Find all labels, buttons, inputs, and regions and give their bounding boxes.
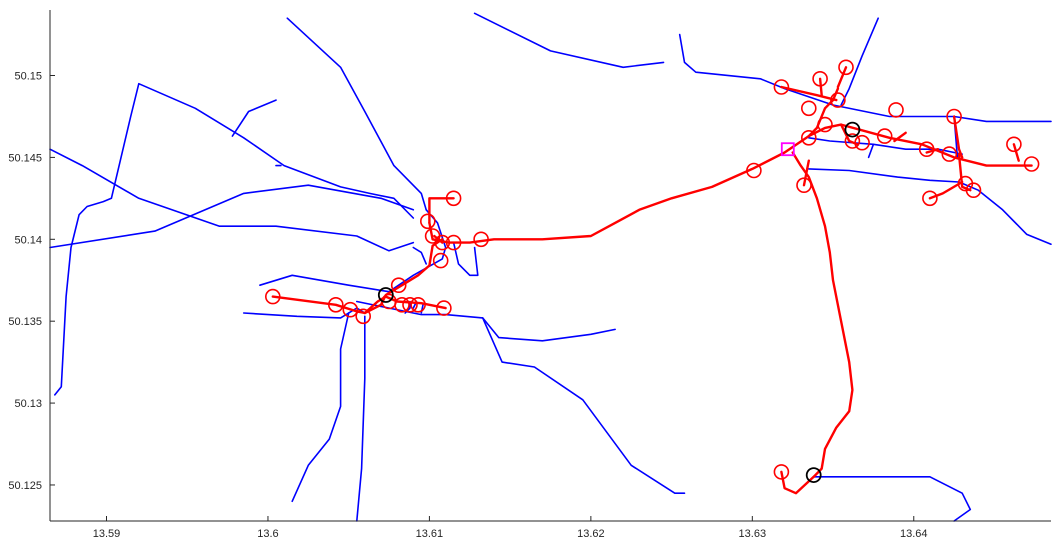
customer-node-8 <box>327 296 344 313</box>
network-segment-24 <box>812 475 972 522</box>
route-segment-9 <box>780 85 838 102</box>
route-segment-5 <box>791 151 854 478</box>
x-tick-label-2: 13.61 <box>416 528 444 540</box>
y-tick-label-5: 50.15 <box>14 71 42 83</box>
customer-node-32 <box>922 190 938 207</box>
customer-node-18 <box>773 79 790 95</box>
network-segment-3 <box>286 17 428 211</box>
depot-node-0 <box>780 142 795 157</box>
customer-node-30 <box>946 108 962 125</box>
customer-node-13 <box>394 296 410 313</box>
customer-node-25 <box>844 133 861 149</box>
network-segment-21 <box>867 143 875 159</box>
x-ticks: 13.59 13.6 13.61 13.62 13.63 13.64 <box>93 516 928 540</box>
route-layer <box>271 66 1033 495</box>
route-segment-15 <box>952 115 964 159</box>
x-tick-label-0: 13.59 <box>93 528 121 540</box>
route-segment-12 <box>893 131 907 143</box>
customer-node-22 <box>838 59 854 76</box>
network-segment-1 <box>49 184 415 249</box>
customer-node-20 <box>800 100 817 117</box>
network-segment-12 <box>355 315 366 522</box>
customer-node-5 <box>473 231 489 248</box>
y-ticks: 50.125 50.13 50.135 50.14 50.145 50.15 <box>8 71 55 492</box>
route-segment-1 <box>428 123 1033 244</box>
y-tick-label-2: 50.135 <box>8 316 42 328</box>
network-segment-2 <box>53 82 415 396</box>
route-segment-6 <box>780 470 815 495</box>
customer-node-15 <box>410 296 426 313</box>
customer-node-17 <box>746 162 762 179</box>
network-segment-11 <box>291 312 350 503</box>
x-tick-label-1: 13.6 <box>257 528 278 540</box>
customer-node-11 <box>390 277 407 294</box>
route-segment-14 <box>925 147 940 154</box>
network-segment-19 <box>840 17 880 106</box>
network-segment-4 <box>231 99 277 137</box>
x-tick-label-5: 13.64 <box>900 528 928 540</box>
customer-node-21 <box>812 71 828 87</box>
customer-node-3 <box>434 234 451 251</box>
network-segment-16 <box>481 317 686 495</box>
x-tick-label-3: 13.62 <box>577 528 605 540</box>
customer-node-7 <box>264 288 281 305</box>
customer-node-29 <box>918 141 935 157</box>
network-segment-6 <box>259 209 447 293</box>
customer-node-27 <box>876 128 893 144</box>
customer-node-35 <box>1006 136 1022 153</box>
customer-node-4 <box>445 234 462 251</box>
customer-node-34 <box>965 182 982 198</box>
customer-node-28 <box>888 102 904 118</box>
route-segment-7 <box>802 159 810 187</box>
network-segment-23 <box>807 168 1052 245</box>
y-tick-label-0: 50.125 <box>8 480 42 492</box>
customer-node-19 <box>800 130 817 146</box>
y-tick-label-3: 50.14 <box>14 234 42 246</box>
customer-node-24 <box>817 116 833 133</box>
route-segment-11 <box>836 66 848 89</box>
network-segment-0 <box>49 148 415 252</box>
junction-node-2 <box>805 467 822 484</box>
customer-node-0 <box>445 190 462 207</box>
customer-node-9 <box>342 301 359 318</box>
customer-node-1 <box>419 213 436 230</box>
route-segment-10 <box>818 77 823 97</box>
network-segment-17 <box>473 12 665 69</box>
road-network-layer <box>49 12 1052 522</box>
route-segment-16 <box>957 152 972 192</box>
route-segment-18 <box>1012 143 1020 162</box>
x-tick-label-4: 13.63 <box>739 528 767 540</box>
axes <box>49 10 1051 522</box>
customer-node-26 <box>854 134 870 151</box>
customer-node-16 <box>436 300 452 316</box>
network-segment-8 <box>452 241 479 277</box>
junction-node-0 <box>377 287 394 303</box>
node-layer <box>264 59 1040 484</box>
network-segment-7 <box>412 246 428 265</box>
customer-node-38 <box>773 464 790 480</box>
customer-node-14 <box>402 296 418 313</box>
customer-node-6 <box>432 252 449 269</box>
route-segment-0 <box>428 197 455 225</box>
network-segment-20 <box>807 137 964 155</box>
route-segment-8 <box>807 87 840 138</box>
customer-node-23 <box>830 92 846 108</box>
junction-node-1 <box>844 121 861 138</box>
customer-node-10 <box>355 308 372 325</box>
y-tick-label-1: 50.13 <box>14 398 42 410</box>
customer-node-31 <box>941 146 958 162</box>
customer-node-37 <box>796 177 812 193</box>
route-segment-17 <box>928 180 964 200</box>
customer-node-36 <box>1023 156 1040 172</box>
y-tick-label-4: 50.145 <box>8 152 42 164</box>
